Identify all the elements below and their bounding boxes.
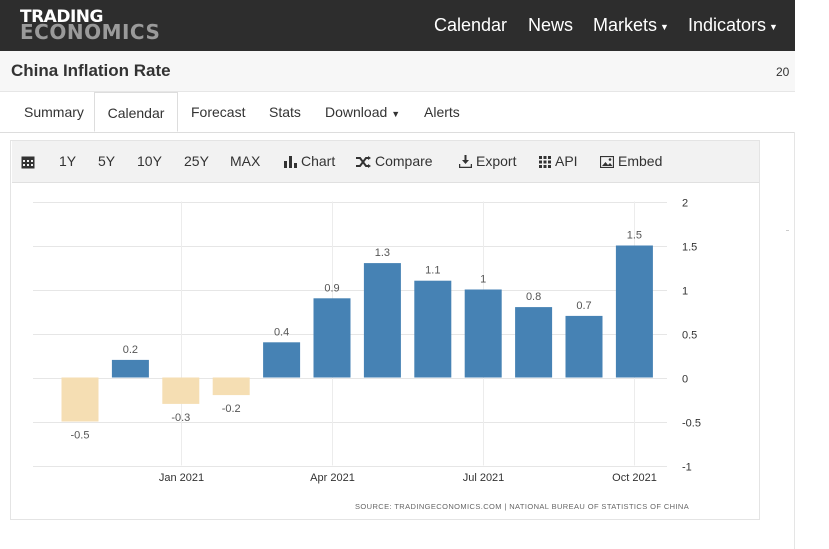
- caret-down-icon: ▼: [769, 21, 778, 32]
- chart-button-label: Chart: [301, 153, 336, 169]
- api-button[interactable]: API: [539, 141, 578, 182]
- tab-alerts-label: Alerts: [424, 104, 460, 120]
- x-tick-label: Jul 2021: [463, 472, 505, 484]
- download-icon: [459, 155, 472, 168]
- bar: [263, 342, 301, 378]
- data-label: 1.5: [627, 230, 642, 242]
- range-10y-label: 10Y: [137, 153, 162, 169]
- calendar-icon: [21, 156, 35, 168]
- top-navbar: TRADING ECONOMICS Calendar News Markets ▼…: [0, 0, 795, 52]
- range-1y-label: 1Y: [59, 153, 77, 169]
- tab-alerts[interactable]: Alerts: [424, 92, 460, 132]
- nav-markets[interactable]: Markets ▼: [593, 0, 669, 51]
- nav-indicators-label: Indicators: [688, 15, 767, 35]
- nav-calendar[interactable]: Calendar: [434, 0, 507, 51]
- right-dash: [786, 230, 789, 231]
- api-button-label: API: [555, 153, 578, 169]
- tab-forecast[interactable]: Forecast: [191, 92, 245, 132]
- tab-forecast-label: Forecast: [191, 104, 246, 120]
- logo-line-2: ECONOMICS: [20, 20, 161, 44]
- y-tick-label: -0.5: [682, 418, 701, 430]
- data-label: -0.5: [71, 430, 90, 442]
- range-max-label: MAX: [230, 153, 261, 169]
- range-25y-button[interactable]: 25Y: [184, 141, 209, 182]
- embed-button[interactable]: Embed: [600, 141, 662, 182]
- bar: [212, 377, 250, 396]
- nav-news-label: News: [528, 15, 574, 35]
- chart-panel: [10, 140, 760, 520]
- image-icon: [600, 155, 614, 168]
- bar: [565, 315, 603, 378]
- bar: [61, 377, 99, 422]
- grid-icon: [539, 155, 551, 168]
- x-tick-label: Jan 2021: [159, 472, 204, 484]
- bar: [111, 359, 149, 378]
- range-1y-button[interactable]: 1Y: [59, 141, 76, 182]
- chart-toolbar: 1Y 5Y 10Y 25Y MAX Chart Compare Export A…: [12, 141, 759, 183]
- tab-bar: Summary Calendar Forecast Stats Download…: [0, 92, 795, 133]
- nav-news[interactable]: News: [528, 0, 573, 51]
- logo-line-1: TRADING: [20, 7, 103, 27]
- bar: [363, 263, 401, 378]
- bar-chart-icon: [284, 155, 297, 168]
- range-5y-label: 5Y: [98, 153, 116, 169]
- tab-calendar[interactable]: Calendar: [94, 92, 178, 132]
- chart-type-button[interactable]: Chart: [284, 141, 335, 182]
- export-button[interactable]: Export: [459, 141, 516, 182]
- data-label: -0.3: [171, 412, 190, 424]
- bar: [515, 307, 553, 378]
- tab-stats[interactable]: Stats: [269, 92, 301, 132]
- y-tick-label: 0.5: [682, 330, 697, 342]
- data-label: 0.9: [324, 282, 339, 294]
- date-partial: 20: [776, 65, 790, 79]
- compare-button[interactable]: Compare: [356, 141, 433, 182]
- tab-calendar-label: Calendar: [107, 105, 165, 121]
- y-tick-label: 1.5: [682, 242, 697, 254]
- caret-down-icon: ▼: [660, 21, 669, 32]
- bar: [162, 377, 200, 404]
- compare-button-label: Compare: [375, 153, 433, 169]
- right-divider: [794, 132, 795, 549]
- y-tick-label: 2: [682, 198, 688, 210]
- range-25y-label: 25Y: [184, 153, 209, 169]
- shuffle-icon: [356, 155, 371, 168]
- bar: [464, 289, 502, 378]
- data-label: 1.1: [425, 265, 440, 277]
- data-label: 0.7: [576, 300, 591, 312]
- bar: [615, 245, 653, 378]
- export-button-label: Export: [476, 153, 517, 169]
- data-label: 0.8: [526, 291, 541, 303]
- y-tick-label: 1: [682, 286, 688, 298]
- data-label: 0.2: [123, 344, 138, 356]
- nav-calendar-label: Calendar: [434, 15, 508, 35]
- calendar-picker-button[interactable]: [21, 141, 39, 182]
- site-logo[interactable]: TRADING ECONOMICS: [20, 7, 161, 44]
- bar: [313, 298, 351, 378]
- y-tick-label: -1: [682, 462, 692, 474]
- tab-summary[interactable]: Summary: [24, 92, 84, 132]
- range-5y-button[interactable]: 5Y: [98, 141, 115, 182]
- tab-download-label: Download: [325, 104, 388, 120]
- data-label: 0.4: [274, 326, 289, 338]
- bar: [414, 280, 452, 378]
- nav-markets-label: Markets: [593, 15, 658, 35]
- range-10y-button[interactable]: 10Y: [137, 141, 162, 182]
- tab-summary-label: Summary: [24, 104, 84, 120]
- caret-down-icon: ▼: [391, 109, 401, 119]
- x-tick-label: Oct 2021: [612, 472, 657, 484]
- range-max-button[interactable]: MAX: [230, 141, 260, 182]
- data-label: 1: [480, 274, 486, 286]
- tab-download[interactable]: Download ▼: [325, 92, 400, 132]
- x-tick-label: Apr 2021: [310, 472, 355, 484]
- page-title: China Inflation Rate: [11, 61, 171, 80]
- chart-source: SOURCE: TRADINGECONOMICS.COM | NATIONAL …: [355, 502, 690, 511]
- data-label: 1.3: [375, 247, 390, 259]
- y-tick-label: 0: [682, 374, 688, 386]
- data-label: -0.2: [222, 403, 241, 415]
- title-bar: China Inflation Rate 20: [0, 51, 795, 92]
- tab-stats-label: Stats: [269, 104, 301, 120]
- nav-indicators[interactable]: Indicators ▼: [688, 0, 778, 51]
- embed-button-label: Embed: [618, 153, 663, 169]
